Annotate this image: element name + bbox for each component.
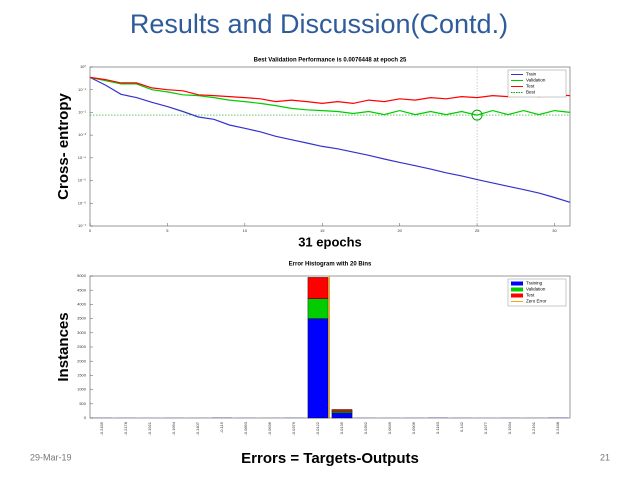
bar-segment xyxy=(307,298,329,319)
x-tick-label: 25 xyxy=(475,228,480,233)
x-tick-label: 0.0649 xyxy=(387,421,392,434)
bar-segment xyxy=(307,318,329,419)
legend-swatch xyxy=(511,287,523,292)
x-tick-label: -0.0379 xyxy=(291,421,296,435)
bar-segment xyxy=(331,410,353,414)
y-axis-label: Cross- entropy xyxy=(55,93,72,200)
legend-label: Training xyxy=(526,281,543,286)
x-tick-label: -0.1407 xyxy=(195,421,200,435)
y-tick-label: 10⁻¹ xyxy=(78,87,87,92)
legend-label: Test xyxy=(526,293,535,298)
y-tick-label: 3000 xyxy=(77,330,87,335)
x-tick-label: 0.2448 xyxy=(555,421,560,434)
legend-swatch xyxy=(511,293,523,298)
x-tick-label: -0.0636 xyxy=(267,421,272,435)
x-tick-label: 20 xyxy=(397,228,402,233)
bar-segment xyxy=(307,277,329,299)
bar-segment xyxy=(331,412,353,419)
x-tick-label: -0.1664 xyxy=(171,421,176,435)
x-tick-label: -0.0122 xyxy=(315,421,320,435)
x-tick-label: 0.1934 xyxy=(507,421,512,434)
x-axis-label: Errors = Targets-Outputs xyxy=(241,450,419,467)
y-tick-label: 5000 xyxy=(77,273,87,278)
chart-title: Error Histogram with 20 Bins xyxy=(289,262,372,268)
y-tick-label: 2000 xyxy=(77,358,87,363)
y-tick-label: 10⁻⁴ xyxy=(78,155,87,160)
slide-page: 21 xyxy=(600,452,610,462)
x-tick-label: 5 xyxy=(166,228,169,233)
series-line xyxy=(89,76,571,116)
x-tick-label: -0.115 xyxy=(219,421,224,433)
y-tick-label: 10⁻⁷ xyxy=(78,223,87,228)
y-tick-label: 500 xyxy=(79,401,86,406)
legend-label: Zero Error xyxy=(526,299,547,304)
x-tick-label: -0.0893 xyxy=(243,421,248,435)
slide-title: Results and Discussion(Contd.) xyxy=(130,9,508,39)
y-tick-label: 4500 xyxy=(77,287,87,292)
legend-label: Validation xyxy=(526,78,546,83)
y-tick-label: 0 xyxy=(84,415,87,420)
legend-label: Train xyxy=(526,72,537,77)
x-tick-label: 0.0906 xyxy=(411,421,416,434)
plot-area xyxy=(89,275,571,419)
x-tick-label: 15 xyxy=(320,228,325,233)
x-tick-label: -0.2178 xyxy=(123,421,128,435)
x-tick-label: 0.142 xyxy=(459,421,464,432)
series-line xyxy=(89,76,571,105)
y-tick-label: 10⁻⁵ xyxy=(78,178,87,183)
y-tick-label: 10⁻⁶ xyxy=(78,200,87,205)
x-tick-label: 0.1677 xyxy=(483,421,488,434)
legend-label: Validation xyxy=(526,287,546,292)
x-tick-label: 10 xyxy=(243,228,248,233)
y-tick-label: 2500 xyxy=(77,344,87,349)
y-tick-label: 1500 xyxy=(77,372,87,377)
x-tick-label: -0.1921 xyxy=(147,421,152,435)
legend-swatch xyxy=(511,281,523,286)
y-tick-label: 4000 xyxy=(77,301,87,306)
legend-label: Best xyxy=(526,90,536,95)
y-tick-label: 10⁰ xyxy=(80,64,86,69)
plot-area xyxy=(89,66,571,227)
x-tick-label: 30 xyxy=(552,228,557,233)
x-tick-label: 0 xyxy=(89,228,92,233)
x-tick-label: -0.2435 xyxy=(99,421,104,435)
series-line xyxy=(89,76,571,203)
y-tick-label: 3500 xyxy=(77,316,87,321)
slide-date: 29-Mar-19 xyxy=(30,452,72,462)
x-tick-label: 0.2191 xyxy=(531,421,536,434)
bar-segment xyxy=(331,409,353,412)
y-tick-label: 1000 xyxy=(77,387,87,392)
y-tick-label: 10⁻³ xyxy=(78,132,87,137)
x-axis-label: 31 epochs xyxy=(298,234,362,249)
x-tick-label: 0.0392 xyxy=(363,421,368,434)
x-tick-label: 0.0135 xyxy=(339,421,344,434)
best-marker xyxy=(471,109,483,121)
chart-title: Best Validation Performance is 0.0076448… xyxy=(254,58,407,64)
y-tick-label: 10⁻² xyxy=(78,109,87,114)
legend-label: Test xyxy=(526,84,535,89)
x-tick-label: 0.1163 xyxy=(435,421,440,434)
y-axis-label: Instances xyxy=(55,312,72,381)
